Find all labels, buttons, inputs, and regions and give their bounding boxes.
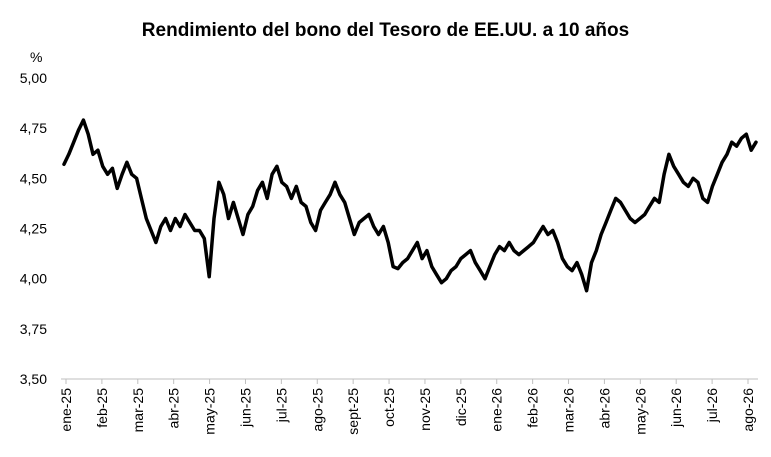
x-tick-label: dic-25 <box>453 388 469 426</box>
x-tick-label: jul-25 <box>273 388 289 423</box>
x-tick-label: feb-26 <box>525 388 541 428</box>
x-tick-label: jul-26 <box>704 388 720 423</box>
x-tick-label: nov-25 <box>417 388 433 431</box>
y-tick-label: 4,00 <box>20 271 47 287</box>
y-tick-label: 5,00 <box>20 70 47 86</box>
x-tick-label: ago-26 <box>740 388 756 432</box>
x-tick-label: sept-25 <box>345 388 361 435</box>
x-tick-label: feb-25 <box>94 388 110 428</box>
y-tick-label: 3,50 <box>20 371 47 387</box>
x-tick-label: ene-26 <box>489 388 505 432</box>
x-tick-label: may-25 <box>202 388 218 435</box>
y-tick-label: 3,75 <box>20 321 47 337</box>
y-tick-label: 4,25 <box>20 221 47 237</box>
x-tick-label: may-26 <box>632 388 648 435</box>
x-tick-label: mar-25 <box>130 388 146 433</box>
x-tick-label: abr-25 <box>166 388 182 429</box>
y-axis-unit-label: % <box>30 49 42 65</box>
x-tick-label: jun-25 <box>237 388 253 428</box>
yield-series-line <box>62 118 758 293</box>
y-tick-label: 4,75 <box>20 120 47 136</box>
y-tick-label: 4,50 <box>20 170 47 186</box>
x-tick-label: ago-25 <box>309 388 325 432</box>
chart-title: Rendimiento del bono del Tesoro de EE.UU… <box>141 20 630 41</box>
x-tick-label: oct-25 <box>381 388 397 427</box>
x-tick-label: ene-25 <box>58 388 74 432</box>
x-tick-label: mar-26 <box>561 388 577 433</box>
x-tick-label: abr-26 <box>596 388 612 429</box>
x-tick-label: jun-26 <box>668 388 684 428</box>
